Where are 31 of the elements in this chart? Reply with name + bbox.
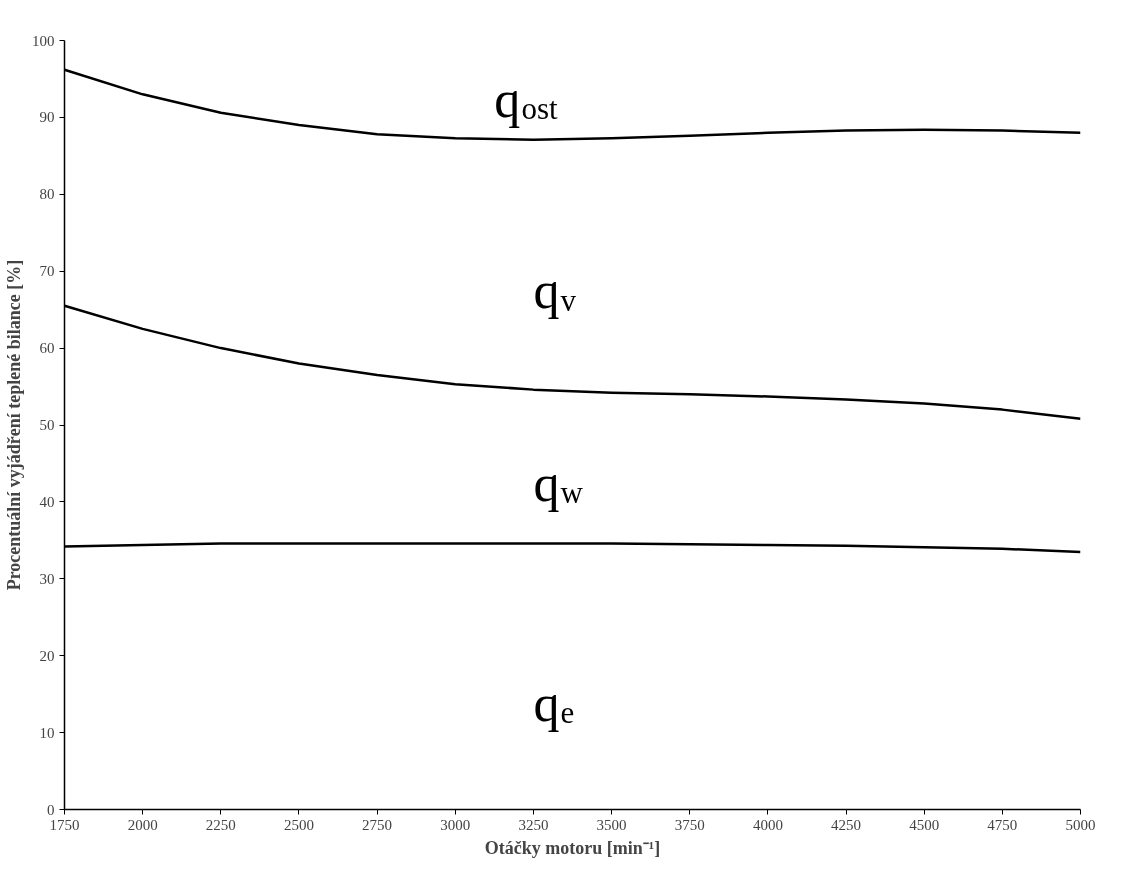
x-tick-label: 2750 — [362, 816, 393, 833]
x-tick-label: 3000 — [440, 816, 471, 833]
annotation: qost — [494, 70, 558, 128]
x-tick-label: 4500 — [909, 816, 940, 833]
x-tick-label: 3750 — [674, 816, 705, 833]
y-tick-label: 20 — [39, 647, 55, 664]
y-tick-label: 30 — [39, 570, 55, 587]
x-axis-title: Otáčky motoru [min⁻¹] — [484, 837, 661, 858]
x-tick-label: 1750 — [49, 816, 80, 833]
y-axis-title: Procentuální vyjádření teplené bilance [%] — [4, 259, 24, 591]
y-tick-label: 0 — [47, 801, 55, 818]
x-tick-label: 3500 — [596, 816, 627, 833]
y-tick-label: 50 — [39, 417, 55, 433]
x-tick-label: 2250 — [205, 816, 236, 833]
x-tick-label: 4750 — [987, 816, 1018, 833]
y-tick-label: 70 — [39, 263, 55, 280]
y-tick-label: 90 — [39, 109, 55, 126]
x-tick-label: 4000 — [752, 816, 783, 833]
y-tick-label: 100 — [32, 32, 55, 49]
y-tick-label: 10 — [39, 724, 55, 741]
y-tick-label: 60 — [39, 340, 55, 357]
y-tick-label: 80 — [39, 186, 55, 203]
x-tick-label: 4250 — [831, 816, 862, 833]
x-tick-label: 3250 — [518, 816, 549, 833]
x-tick-label: 5000 — [1065, 816, 1096, 833]
annotation: qw — [533, 454, 584, 512]
x-tick-label: 2000 — [127, 816, 158, 833]
x-tick-label: 2500 — [283, 816, 314, 833]
annotation: qe — [533, 674, 575, 732]
y-tick-label: 40 — [39, 493, 55, 510]
annotation: qv — [533, 262, 577, 320]
